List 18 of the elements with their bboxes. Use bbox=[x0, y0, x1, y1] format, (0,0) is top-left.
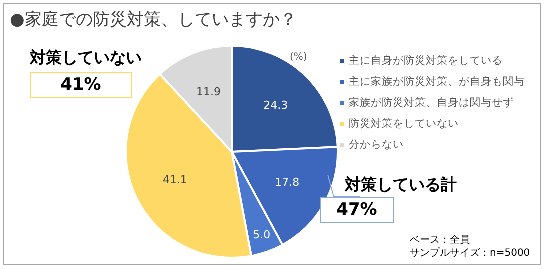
text: 対策していない bbox=[30, 48, 142, 69]
data-label: 17.8 bbox=[275, 176, 300, 190]
data-label: 24.3 bbox=[264, 98, 288, 112]
text: サンプルサイズ：n=5000 bbox=[410, 246, 530, 260]
text: ベース：全員 bbox=[410, 234, 470, 247]
text: (%) bbox=[290, 52, 308, 63]
legend-label: 主に家族が防災対策、が自身も関与 bbox=[349, 74, 525, 88]
legend-label: 分からない bbox=[349, 138, 404, 152]
data-label: 41.1 bbox=[162, 173, 188, 186]
legend-label: 主に自身が防災対策をしている bbox=[349, 54, 503, 68]
text: 対策している計 bbox=[345, 175, 457, 196]
text: 41% bbox=[30, 72, 132, 98]
legend-label: 家族が防災対策、自身は関与せず bbox=[349, 96, 514, 110]
data-label: 5.0 bbox=[253, 228, 271, 242]
chart-title: ●家庭での防災対策、していますか？ bbox=[10, 9, 297, 31]
text: 47% bbox=[320, 197, 394, 223]
data-label: 11.9 bbox=[196, 86, 222, 99]
legend-label: 防災対策をしていない bbox=[349, 116, 459, 130]
